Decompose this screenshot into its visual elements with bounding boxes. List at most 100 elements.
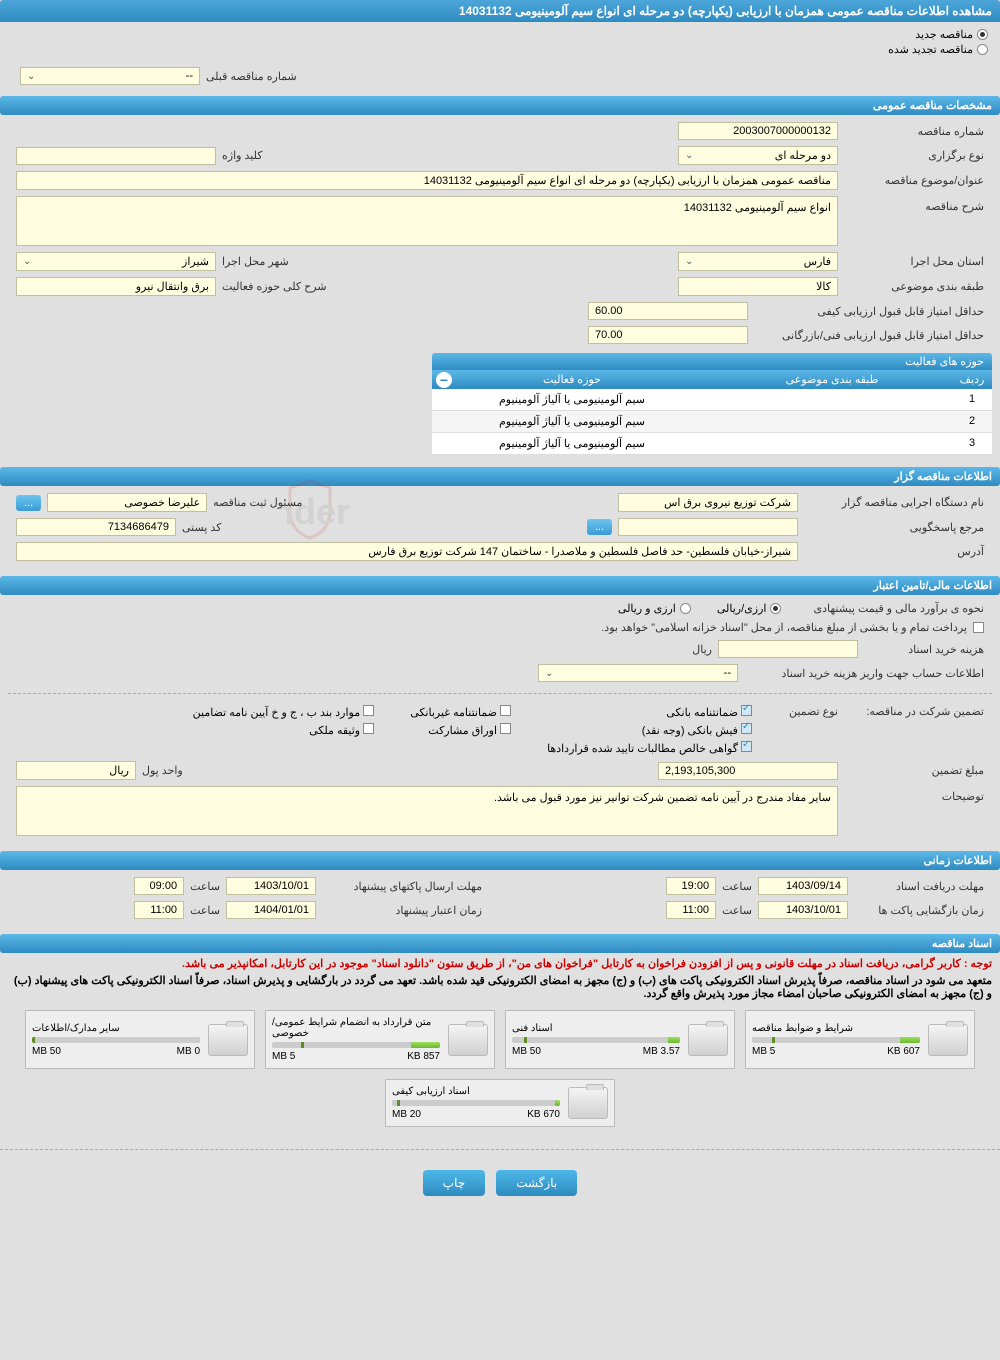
file-box[interactable]: شرایط و ضوابط مناقصه607 KB5 MB	[745, 1010, 975, 1069]
radio-circle-icon	[680, 603, 691, 614]
progress-bar	[272, 1042, 440, 1048]
amount-value: 2,193,105,300	[658, 762, 838, 780]
contact-browse-button[interactable]: ...	[587, 519, 612, 535]
send-time: 09:00	[134, 877, 184, 895]
category-label: طبقه بندی موضوعی	[844, 280, 984, 293]
table-row: 1سیم آلومینیومی یا آلیاژ آلومینیوم	[432, 389, 992, 411]
type-select[interactable]: دو مرحله ای ⌄	[678, 146, 838, 165]
file-title: سایر مدارک/اطلاعات	[32, 1023, 200, 1034]
category-value: کالا	[678, 277, 838, 296]
postal-value: 7134686479	[16, 518, 176, 536]
prev-number-select[interactable]: -- ⌄	[20, 67, 200, 85]
chk-contracts[interactable]	[741, 741, 752, 752]
radio-renewed-tender[interactable]: مناقصه تجدید شده	[888, 43, 988, 56]
file-box[interactable]: متن قرارداد به انضمام شرایط عمومی/خصوصی8…	[265, 1010, 495, 1069]
col-cat-header: طبقه بندی موضوعی	[712, 373, 952, 386]
desc-value: انواع سیم آلومینیومی 14031132	[16, 196, 838, 246]
file-title: اسناد فنی	[512, 1023, 680, 1034]
file-total: 20 MB	[392, 1109, 421, 1120]
collapse-icon[interactable]: −	[436, 372, 452, 388]
prev-number-label: شماره مناقصه قبلی	[206, 70, 297, 83]
chk-bank[interactable]	[741, 705, 752, 716]
send-date: 1403/10/01	[226, 877, 316, 895]
notes-label: توضیحات	[844, 786, 984, 803]
back-button[interactable]: بازگشت	[496, 1170, 577, 1196]
radio-mixed[interactable]: ارزی و ریالی	[618, 602, 691, 615]
validity-date: 1404/01/01	[226, 901, 316, 919]
table-row: 3سیم آلومینیومی یا آلیاژ آلومینیوم	[432, 433, 992, 455]
activities-header-row: ردیف طبقه بندی موضوعی حوزه فعالیت −	[432, 370, 992, 389]
send-time-label: ساعت	[190, 880, 220, 893]
docs-note-1: توجه : کاربر گرامی، دریافت اسناد در مهلت…	[8, 957, 992, 970]
file-used: 670 KB	[527, 1109, 560, 1120]
open-label: زمان بازگشایی پاکت ها	[854, 904, 984, 917]
page-title-bar: مشاهده اطلاعات مناقصه عمومی همزمان با ار…	[0, 0, 1000, 22]
open-time-label: ساعت	[722, 904, 752, 917]
col-num-header: ردیف	[952, 373, 992, 386]
chk-bonds[interactable]	[500, 723, 511, 734]
guarantee-type-label: نوع تضمین	[758, 705, 838, 718]
section-org-header: اطلاعات مناقصه گزار	[0, 467, 1000, 486]
min-tech-value: 70.00	[588, 326, 748, 344]
chk-nonbank[interactable]	[500, 705, 511, 716]
responsible-browse-button[interactable]: ...	[16, 495, 41, 511]
contact-value	[618, 518, 798, 536]
unit-value: ریال	[16, 761, 136, 780]
min-quality-label: حداقل امتیاز قابل قبول ارزیابی کیفی	[754, 305, 984, 318]
radio-currency[interactable]: ارزی/ریالی	[717, 602, 782, 615]
radio-circle-icon	[770, 603, 781, 614]
payment-checkbox[interactable]	[973, 622, 984, 633]
progress-bar	[512, 1037, 680, 1043]
amount-label: مبلغ تضمین	[844, 764, 984, 777]
account-info-select[interactable]: -- ⌄	[538, 664, 738, 682]
radio-new-tender[interactable]: مناقصه جدید	[915, 28, 988, 41]
separator	[8, 693, 992, 694]
activities-title: حوزه های فعالیت	[432, 353, 992, 370]
prev-number-value: --	[186, 70, 193, 82]
file-total: 50 MB	[32, 1046, 61, 1057]
open-time: 11:00	[666, 901, 716, 919]
progress-bar	[32, 1037, 200, 1043]
responsible-value: علیرضا خصوصی	[47, 493, 207, 512]
subject-value: مناقصه عمومی همزمان با ارزیابی (یکپارچه)…	[16, 171, 838, 190]
file-box[interactable]: اسناد فنی3.57 MB50 MB	[505, 1010, 735, 1069]
chk-cases[interactable]	[363, 705, 374, 716]
address-label: آدرس	[804, 545, 984, 558]
org-name-label: نام دستگاه اجرایی مناقصه گزار	[804, 496, 984, 509]
province-select[interactable]: فارس ⌄	[678, 252, 838, 271]
separator	[0, 1149, 1000, 1150]
receive-time: 19:00	[666, 877, 716, 895]
estimate-label: نحوه ی برآورد مالی و قیمت پیشنهادی	[813, 602, 984, 615]
table-row: 2سیم آلومینیومی یا آلیاژ آلومینیوم	[432, 411, 992, 433]
footer-buttons: بازگشت چاپ	[0, 1158, 1000, 1208]
radio-circle-icon	[977, 44, 988, 55]
validity-label: زمان اعتبار پیشنهاد	[322, 904, 482, 917]
account-info-label: اطلاعات حساب جهت واریز هزینه خرید اسناد	[744, 667, 984, 680]
print-button[interactable]: چاپ	[423, 1170, 485, 1196]
send-label: مهلت ارسال پاکتهای پیشنهاد	[322, 880, 482, 893]
desc-label: شرح مناقصه	[844, 196, 984, 213]
file-box[interactable]: اسناد ارزیابی کیفی 670 KB 20 MB	[385, 1079, 615, 1127]
radio-renewed-label: مناقصه تجدید شده	[888, 43, 973, 56]
payment-note: پرداخت تمام و یا بخشی از مبلغ مناقصه، از…	[601, 621, 967, 634]
city-select[interactable]: شیراز ⌄	[16, 252, 216, 271]
doc-cost-label: هزینه خرید اسناد	[864, 643, 984, 656]
org-name-value: شرکت توزیع نیروی برق اس	[618, 493, 798, 512]
file-title: اسناد ارزیابی کیفی	[392, 1086, 560, 1097]
chevron-down-icon: ⌄	[23, 256, 31, 267]
chk-property[interactable]	[363, 723, 374, 734]
address-value: شیراز-خیابان فلسطین- حد فاصل فلسطین و مل…	[16, 542, 798, 561]
folder-icon	[208, 1024, 248, 1056]
min-quality-value: 60.00	[588, 302, 748, 320]
notes-value: سایر مفاد مندرج در آیین نامه تضمین شرکت …	[16, 786, 838, 836]
city-label: شهر محل اجرا	[222, 255, 289, 268]
chk-cash[interactable]	[741, 723, 752, 734]
file-box[interactable]: سایر مدارک/اطلاعات0 MB50 MB	[25, 1010, 255, 1069]
file-used: 3.57 MB	[643, 1046, 680, 1057]
responsible-label: مسئول ثبت مناقصه	[213, 496, 302, 509]
section-general-header: مشخصات مناقصه عمومی	[0, 96, 1000, 115]
validity-time-label: ساعت	[190, 904, 220, 917]
unit-label: واحد پول	[142, 764, 183, 777]
section-fin-header: اطلاعات مالی/تامین اعتبار	[0, 576, 1000, 595]
docs-note-2: متعهد می شود در اسناد مناقصه، صرفاً پذیر…	[8, 974, 992, 1000]
